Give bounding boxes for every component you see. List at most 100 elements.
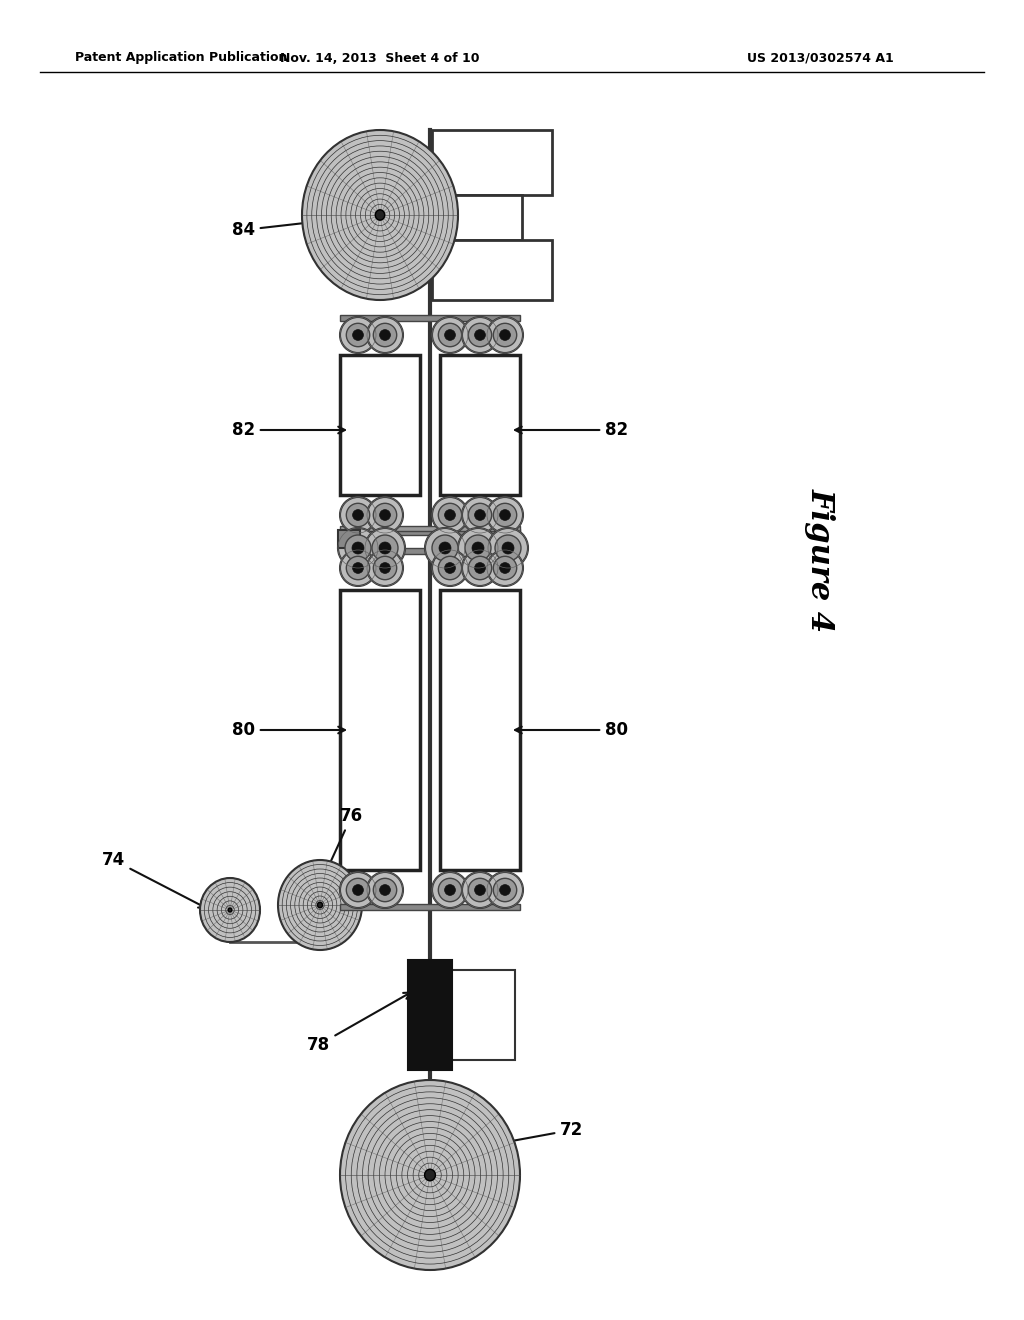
Circle shape — [444, 562, 456, 573]
Bar — [435, 970, 515, 1060]
Ellipse shape — [200, 878, 260, 942]
Circle shape — [338, 528, 378, 568]
Circle shape — [438, 556, 462, 579]
Circle shape — [340, 873, 376, 908]
Circle shape — [462, 317, 498, 352]
Bar — [340, 355, 420, 495]
Bar — [432, 129, 552, 195]
Circle shape — [444, 330, 456, 341]
Circle shape — [379, 543, 391, 554]
Circle shape — [374, 503, 396, 527]
Circle shape — [474, 330, 485, 341]
Circle shape — [487, 498, 523, 533]
Circle shape — [432, 550, 468, 586]
Ellipse shape — [425, 1170, 435, 1180]
Circle shape — [380, 510, 390, 520]
Text: 76: 76 — [322, 807, 364, 880]
Bar — [340, 315, 520, 321]
Ellipse shape — [302, 129, 458, 300]
Bar — [340, 529, 520, 535]
Text: Nov. 14, 2013  Sheet 4 of 10: Nov. 14, 2013 Sheet 4 of 10 — [281, 51, 480, 65]
Circle shape — [487, 550, 523, 586]
Circle shape — [340, 498, 376, 533]
Bar — [340, 590, 420, 870]
Circle shape — [444, 884, 456, 895]
Text: 80: 80 — [232, 721, 345, 739]
Circle shape — [340, 317, 376, 352]
Circle shape — [462, 498, 498, 533]
Text: US 2013/0302574 A1: US 2013/0302574 A1 — [746, 51, 893, 65]
Circle shape — [374, 556, 396, 579]
Circle shape — [487, 873, 523, 908]
Circle shape — [380, 330, 390, 341]
Circle shape — [425, 528, 465, 568]
Text: Patent Application Publication: Patent Application Publication — [75, 51, 288, 65]
Circle shape — [345, 535, 371, 561]
Circle shape — [488, 528, 528, 568]
Circle shape — [438, 878, 462, 902]
Circle shape — [468, 556, 492, 579]
Circle shape — [432, 317, 468, 352]
Circle shape — [367, 550, 403, 586]
Ellipse shape — [317, 903, 323, 908]
Circle shape — [346, 503, 370, 527]
Circle shape — [380, 562, 390, 573]
Circle shape — [352, 562, 364, 573]
Circle shape — [487, 317, 523, 352]
Circle shape — [432, 535, 458, 561]
Circle shape — [439, 543, 451, 554]
Circle shape — [367, 498, 403, 533]
Circle shape — [352, 543, 364, 554]
Circle shape — [458, 528, 498, 568]
Text: 74: 74 — [101, 851, 206, 908]
Circle shape — [346, 556, 370, 579]
Circle shape — [372, 535, 398, 561]
Circle shape — [502, 543, 514, 554]
Circle shape — [432, 873, 468, 908]
Circle shape — [462, 550, 498, 586]
Circle shape — [468, 878, 492, 902]
Circle shape — [474, 562, 485, 573]
Bar — [340, 548, 520, 554]
Circle shape — [346, 323, 370, 347]
Circle shape — [500, 562, 510, 573]
Circle shape — [432, 498, 468, 533]
Circle shape — [500, 330, 510, 341]
Text: 80: 80 — [515, 721, 628, 739]
Circle shape — [494, 323, 517, 347]
Ellipse shape — [278, 861, 362, 950]
Circle shape — [494, 503, 517, 527]
Text: 72: 72 — [495, 1121, 584, 1146]
Text: Figure 4: Figure 4 — [805, 488, 836, 632]
Circle shape — [444, 510, 456, 520]
Ellipse shape — [376, 210, 385, 220]
Text: 82: 82 — [231, 421, 345, 440]
Circle shape — [494, 556, 517, 579]
Bar — [340, 904, 520, 909]
Ellipse shape — [228, 908, 231, 912]
Circle shape — [438, 503, 462, 527]
Circle shape — [380, 884, 390, 895]
Circle shape — [495, 535, 521, 561]
Ellipse shape — [340, 1080, 520, 1270]
Bar — [338, 531, 360, 548]
Text: 82: 82 — [515, 421, 628, 440]
Bar — [432, 240, 552, 300]
Circle shape — [462, 873, 498, 908]
Circle shape — [365, 528, 406, 568]
Circle shape — [374, 878, 396, 902]
Circle shape — [468, 503, 492, 527]
Circle shape — [474, 510, 485, 520]
Circle shape — [367, 317, 403, 352]
Circle shape — [500, 884, 510, 895]
Circle shape — [474, 884, 485, 895]
Circle shape — [438, 323, 462, 347]
Circle shape — [468, 323, 492, 347]
Bar — [440, 590, 520, 870]
Bar — [440, 355, 520, 495]
Circle shape — [352, 330, 364, 341]
Circle shape — [500, 510, 510, 520]
Circle shape — [367, 873, 403, 908]
Circle shape — [374, 323, 396, 347]
Bar — [340, 525, 520, 531]
